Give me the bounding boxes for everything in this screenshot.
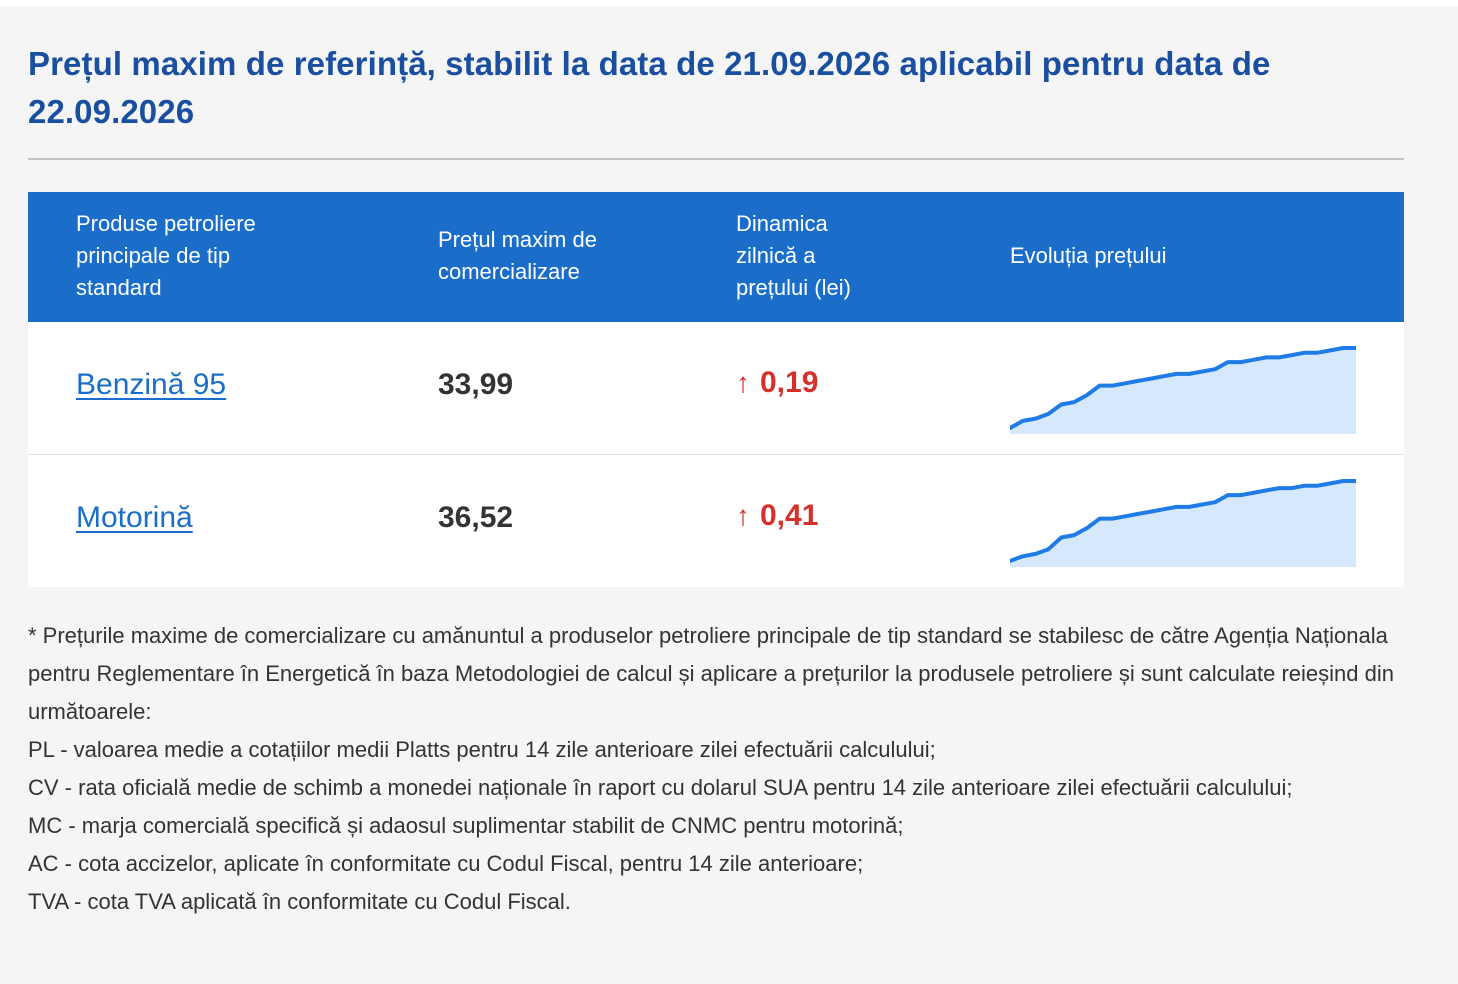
sparkline-line bbox=[1010, 479, 1356, 563]
title-divider bbox=[28, 158, 1404, 160]
column-header-price-evolution: Evoluția prețului bbox=[1010, 243, 1167, 268]
daily-change-value: 0,41 bbox=[760, 499, 819, 532]
column-header-daily-change: Dinamica zilnică a prețului (lei) bbox=[736, 211, 851, 300]
daily-change: ↑ 0,41 bbox=[736, 499, 818, 533]
footnote-pl: PL - valoarea medie a cotațiilor medii P… bbox=[28, 737, 936, 762]
product-link-motorina[interactable]: Motorină bbox=[76, 501, 193, 534]
price-section: Prețul maxim de referință, stabilit la d… bbox=[28, 40, 1404, 921]
footnote-ac: AC - cota accizelor, aplicate în conform… bbox=[28, 851, 864, 876]
price-sparkline bbox=[1010, 346, 1356, 434]
arrow-up-icon: ↑ bbox=[736, 367, 750, 398]
price-table: Produse petroliere principale de tip sta… bbox=[28, 192, 1404, 587]
product-link-benzina-95[interactable]: Benzină 95 bbox=[76, 368, 227, 401]
top-strip bbox=[0, 0, 1458, 6]
table-row: Benzină 95 33,99 ↑ 0,19 bbox=[28, 322, 1404, 454]
daily-change: ↑ 0,19 bbox=[736, 366, 818, 400]
price-value: 36,52 bbox=[438, 501, 514, 534]
footnote-mc: MC - marja comercială specifică și adaos… bbox=[28, 813, 904, 838]
price-value: 33,99 bbox=[438, 368, 514, 401]
column-header-price: Prețul maxim de comercializare bbox=[438, 227, 597, 284]
page-title: Prețul maxim de referință, stabilit la d… bbox=[28, 45, 1271, 130]
sparkline-line bbox=[1010, 346, 1356, 430]
footnote-intro: * Prețurile maxime de comercializare cu … bbox=[28, 623, 1394, 724]
footnotes: * Prețurile maxime de comercializare cu … bbox=[28, 617, 1404, 921]
column-header-product: Produse petroliere principale de tip sta… bbox=[76, 211, 256, 300]
daily-change-value: 0,19 bbox=[760, 366, 819, 399]
sparkline-area bbox=[1010, 348, 1356, 434]
table-row: Motorină 36,52 ↑ 0,41 bbox=[28, 454, 1404, 587]
table-header: Produse petroliere principale de tip sta… bbox=[28, 192, 1404, 322]
footnote-tva: TVA - cota TVA aplicată în conformitate … bbox=[28, 889, 571, 914]
arrow-up-icon: ↑ bbox=[736, 500, 750, 531]
price-sparkline bbox=[1010, 479, 1356, 567]
sparkline-area bbox=[1010, 481, 1356, 567]
footnote-cv: CV - rata oficială medie de schimb a mon… bbox=[28, 775, 1293, 800]
